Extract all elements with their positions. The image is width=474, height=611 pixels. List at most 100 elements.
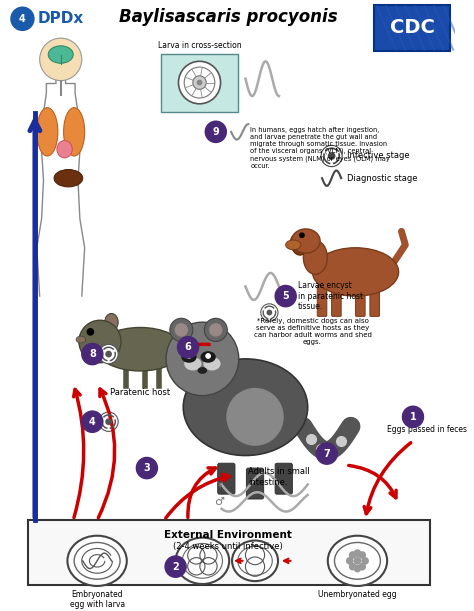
FancyBboxPatch shape xyxy=(317,285,327,316)
Text: Infective stage: Infective stage xyxy=(347,152,410,161)
Circle shape xyxy=(205,121,226,142)
Circle shape xyxy=(275,285,296,307)
Ellipse shape xyxy=(105,313,118,331)
Ellipse shape xyxy=(201,351,216,363)
Circle shape xyxy=(170,318,193,342)
FancyBboxPatch shape xyxy=(218,463,235,494)
Circle shape xyxy=(174,323,188,337)
Ellipse shape xyxy=(312,248,399,296)
Text: Unembryonated egg: Unembryonated egg xyxy=(318,590,397,599)
Text: ♀: ♀ xyxy=(216,478,224,488)
Text: Larvae encyst
in paratenic host
tissue.: Larvae encyst in paratenic host tissue. xyxy=(298,281,363,311)
Text: 3: 3 xyxy=(144,463,150,473)
Circle shape xyxy=(358,563,366,571)
Ellipse shape xyxy=(175,538,229,584)
Ellipse shape xyxy=(286,240,301,250)
Ellipse shape xyxy=(64,108,85,156)
Ellipse shape xyxy=(292,229,320,253)
Circle shape xyxy=(209,323,222,337)
Circle shape xyxy=(87,328,94,335)
Text: ♂: ♂ xyxy=(215,497,225,507)
FancyBboxPatch shape xyxy=(332,285,341,316)
Circle shape xyxy=(40,38,82,81)
Text: 1: 1 xyxy=(410,412,416,422)
Circle shape xyxy=(197,79,202,86)
Circle shape xyxy=(99,412,118,431)
Text: DPDx: DPDx xyxy=(38,11,84,26)
Ellipse shape xyxy=(328,536,387,586)
Text: 4: 4 xyxy=(89,417,96,426)
Text: Paratenic host: Paratenic host xyxy=(110,388,170,397)
Ellipse shape xyxy=(48,46,73,63)
Circle shape xyxy=(358,551,366,559)
Text: 2: 2 xyxy=(172,562,179,572)
Circle shape xyxy=(179,61,220,104)
Circle shape xyxy=(299,232,305,238)
Text: Embryonated
egg with larva: Embryonated egg with larva xyxy=(70,590,125,609)
Circle shape xyxy=(177,337,199,358)
Circle shape xyxy=(349,551,356,559)
Circle shape xyxy=(137,458,157,478)
Circle shape xyxy=(205,353,211,359)
Text: Diagnostic stage: Diagnostic stage xyxy=(347,174,418,183)
Ellipse shape xyxy=(182,351,197,363)
Circle shape xyxy=(349,563,356,571)
Circle shape xyxy=(266,310,272,315)
FancyBboxPatch shape xyxy=(161,54,238,112)
Circle shape xyxy=(82,411,103,433)
Ellipse shape xyxy=(37,108,58,156)
Circle shape xyxy=(99,345,118,364)
Circle shape xyxy=(165,556,186,577)
Text: CDC: CDC xyxy=(390,18,435,37)
Circle shape xyxy=(346,557,354,565)
Text: External Environment: External Environment xyxy=(164,530,292,540)
Circle shape xyxy=(11,7,34,31)
Ellipse shape xyxy=(57,141,72,158)
Text: 6: 6 xyxy=(185,342,191,353)
Text: Eggs passed in feces: Eggs passed in feces xyxy=(387,425,467,434)
Ellipse shape xyxy=(291,235,306,255)
Ellipse shape xyxy=(226,388,284,446)
Ellipse shape xyxy=(198,367,207,374)
Circle shape xyxy=(354,565,361,573)
FancyBboxPatch shape xyxy=(370,285,380,316)
Circle shape xyxy=(186,353,192,359)
Circle shape xyxy=(354,557,361,565)
Circle shape xyxy=(105,419,112,425)
Ellipse shape xyxy=(76,336,86,343)
Text: In humans, eggs hatch after ingestion,
and larvae penetrate the gut wall and
mig: In humans, eggs hatch after ingestion, a… xyxy=(250,127,390,169)
Circle shape xyxy=(166,322,239,395)
Text: 5: 5 xyxy=(283,291,289,301)
Circle shape xyxy=(361,557,369,565)
Circle shape xyxy=(193,76,206,89)
Text: Larva in cross-section: Larva in cross-section xyxy=(158,41,241,49)
Ellipse shape xyxy=(232,541,278,581)
Circle shape xyxy=(354,549,361,557)
Ellipse shape xyxy=(67,536,127,586)
Text: 9: 9 xyxy=(212,127,219,137)
Ellipse shape xyxy=(184,357,201,370)
FancyBboxPatch shape xyxy=(275,463,292,494)
Text: 7: 7 xyxy=(323,448,330,459)
Text: 8: 8 xyxy=(89,349,96,359)
FancyBboxPatch shape xyxy=(246,468,264,499)
Ellipse shape xyxy=(183,359,308,456)
Circle shape xyxy=(321,145,342,167)
Text: 4: 4 xyxy=(19,14,26,24)
Ellipse shape xyxy=(97,327,183,371)
Ellipse shape xyxy=(54,169,83,187)
Circle shape xyxy=(204,318,227,342)
FancyBboxPatch shape xyxy=(374,5,450,51)
FancyBboxPatch shape xyxy=(28,520,430,585)
Circle shape xyxy=(82,343,103,365)
FancyBboxPatch shape xyxy=(356,285,365,316)
Circle shape xyxy=(79,320,121,363)
Ellipse shape xyxy=(203,357,220,370)
Circle shape xyxy=(261,304,278,321)
Text: Adults in small
intestine.: Adults in small intestine. xyxy=(248,467,310,486)
Ellipse shape xyxy=(303,241,328,274)
Circle shape xyxy=(316,443,337,464)
Text: Baylisascaris procyonis: Baylisascaris procyonis xyxy=(119,8,337,26)
Circle shape xyxy=(105,351,112,357)
Circle shape xyxy=(402,406,423,428)
